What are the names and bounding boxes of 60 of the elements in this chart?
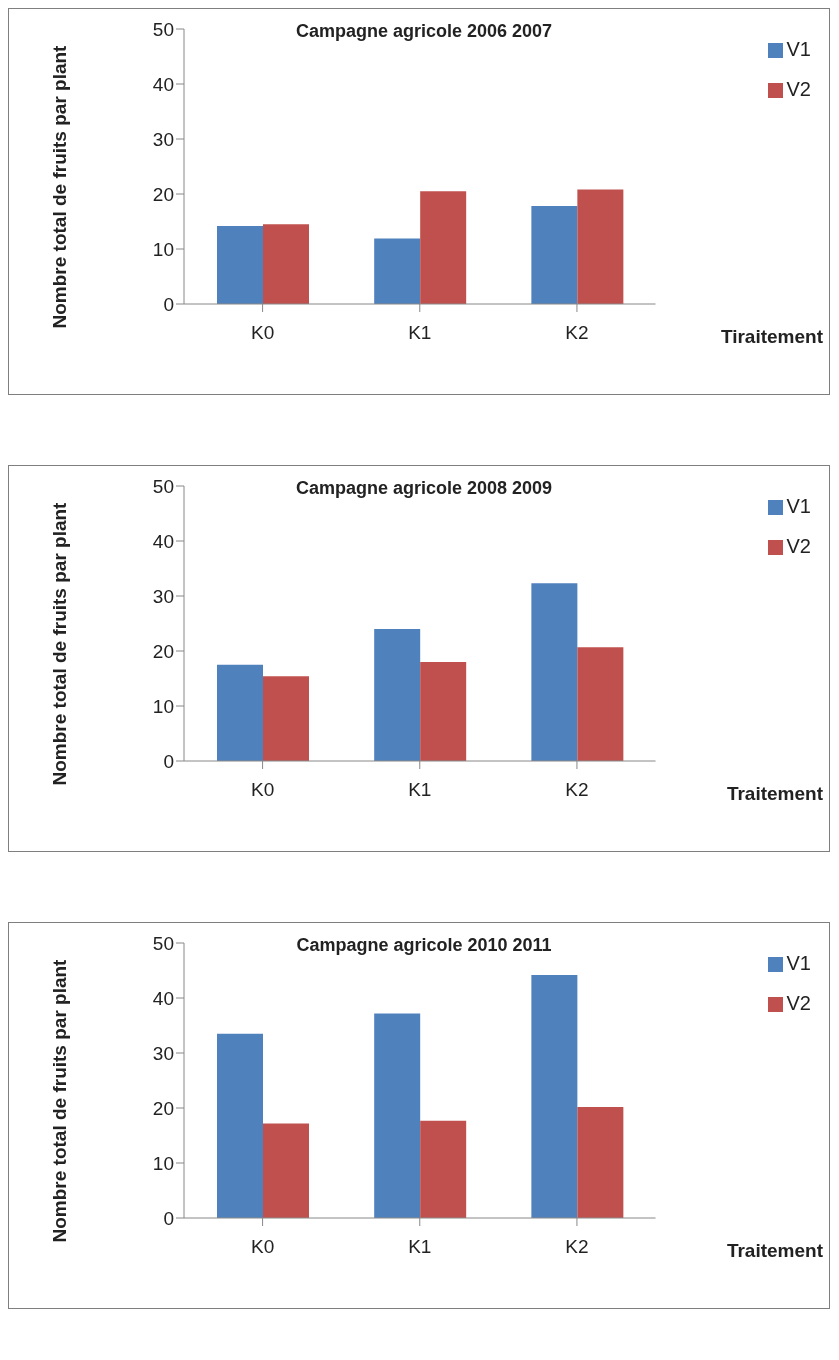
y-axis-title: Nombre total de fruits par plant — [47, 958, 71, 1244]
y-tick-label: 0 — [163, 1207, 174, 1229]
y-tick-label: 40 — [152, 987, 174, 1009]
x-axis-title: Traitement — [726, 1240, 823, 1262]
bar — [420, 191, 467, 304]
bar — [263, 1123, 310, 1218]
y-tick-label: 20 — [152, 640, 174, 662]
y-tick-label: 50 — [152, 18, 174, 40]
legend-label: V1 — [786, 495, 811, 517]
bar — [420, 1120, 467, 1218]
y-tick-label: 30 — [152, 585, 174, 607]
bar — [374, 1013, 421, 1218]
x-tick-label: K0 — [250, 1236, 275, 1258]
bar — [577, 1106, 624, 1218]
bar — [420, 662, 467, 761]
bar — [217, 225, 264, 304]
legend-label: V1 — [786, 38, 811, 60]
bar — [531, 583, 578, 761]
x-tick-label: K2 — [565, 322, 589, 344]
legend-label: V2 — [786, 992, 811, 1014]
chart-title: Campagne agricole 2006 2007 — [295, 21, 553, 41]
chart-title: Campagne agricole 2008 2009 — [295, 478, 553, 498]
y-axis-title: Nombre total de fruits par plant — [47, 501, 71, 787]
y-tick-label: 50 — [152, 932, 174, 954]
bar — [263, 676, 310, 761]
y-tick-label: 0 — [163, 750, 174, 772]
x-axis-title: Tiraitement — [720, 326, 823, 348]
y-tick-label: 20 — [152, 183, 174, 205]
y-tick-label: 10 — [152, 1152, 174, 1174]
x-tick-label: K1 — [408, 322, 432, 344]
x-tick-label: K0 — [250, 779, 275, 801]
bar — [577, 189, 624, 304]
bar — [374, 629, 421, 761]
y-tick-label: 50 — [152, 475, 174, 497]
x-tick-label: K1 — [408, 779, 432, 801]
bar — [531, 974, 578, 1218]
bar — [374, 238, 421, 304]
legend-label: V2 — [786, 535, 811, 557]
x-tick-label: K2 — [565, 779, 589, 801]
x-tick-label: K0 — [250, 322, 275, 344]
bar — [577, 647, 624, 761]
y-tick-label: 30 — [152, 128, 174, 150]
bar — [531, 206, 578, 304]
y-axis-title: Nombre total de fruits par plant — [47, 44, 71, 330]
y-tick-label: 40 — [152, 530, 174, 552]
bar — [263, 224, 310, 304]
y-tick-label: 10 — [152, 238, 174, 260]
y-tick-label: 30 — [152, 1042, 174, 1064]
y-tick-label: 40 — [152, 73, 174, 95]
y-tick-label: 10 — [152, 695, 174, 717]
y-tick-label: 0 — [163, 293, 174, 315]
legend-label: V2 — [786, 78, 811, 100]
x-axis-title: Traitement — [726, 783, 823, 805]
bar — [217, 1033, 264, 1218]
x-tick-label: K2 — [565, 1236, 589, 1258]
legend-label: V1 — [786, 952, 811, 974]
bar — [217, 664, 264, 761]
y-tick-label: 20 — [152, 1097, 174, 1119]
x-tick-label: K1 — [408, 1236, 432, 1258]
chart-title: Campagne agricole 2010 2011 — [296, 935, 552, 955]
